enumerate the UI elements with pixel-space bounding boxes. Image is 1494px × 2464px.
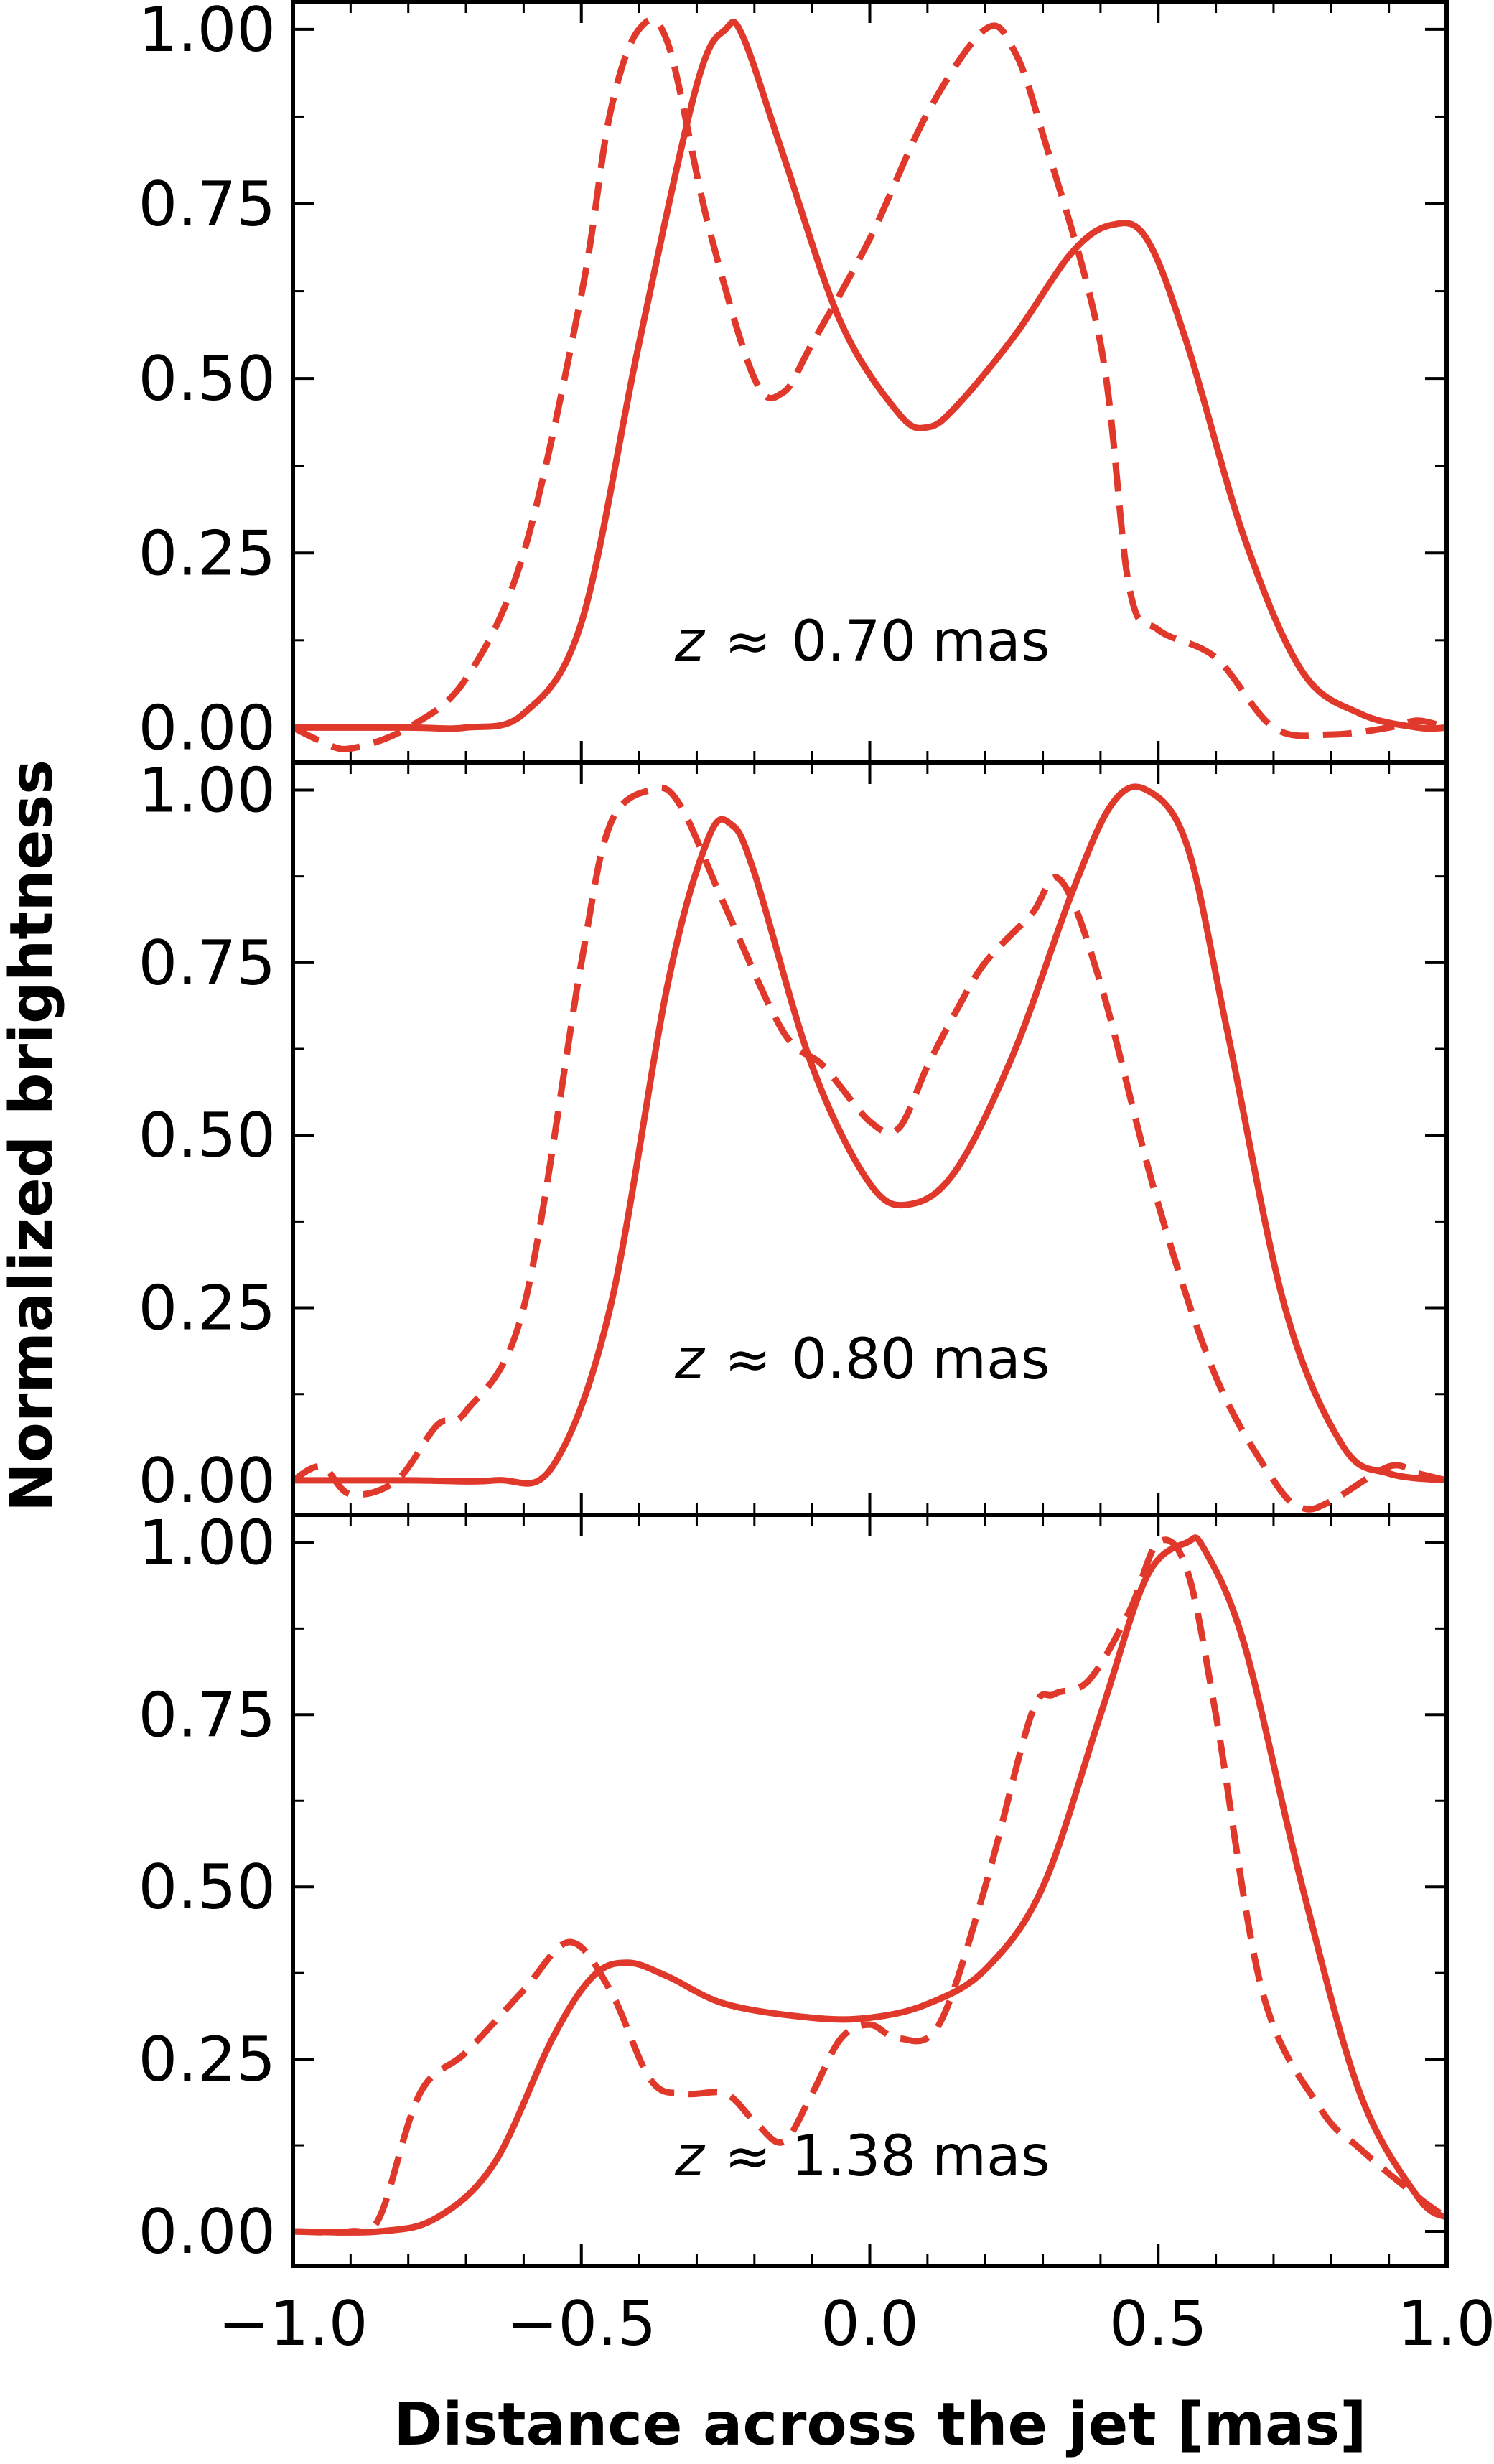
y-tick-label: 0.25	[139, 518, 276, 589]
annotation-relation: ≈	[724, 1327, 771, 1392]
y-tick-label: 0.50	[139, 343, 276, 415]
annotation-relation: ≈	[724, 610, 771, 674]
panel-3: 0.00 0.25 0.50 0.75 1.00 z ≈1.38 mas −1.0 −0.5 0.0…	[139, 1507, 1494, 2360]
annotation-relation: ≈	[724, 2124, 771, 2189]
x-tick-label: −0.5	[506, 2288, 656, 2360]
panel-frame	[291, 760, 1449, 1517]
y-tick-label: 0.25	[139, 2024, 276, 2096]
x-axis-title: Distance across the jet [mas]	[393, 2391, 1366, 2459]
panel-annotation: z ≈0.80 mas	[674, 1327, 1050, 1392]
y-tick-label: 0.75	[139, 1679, 276, 1751]
y-tick-label: 0.00	[139, 2196, 276, 2268]
series-dashed-line	[292, 1536, 1449, 2236]
annotation-value: 0.80	[791, 1327, 916, 1392]
y-tick-label: 0.50	[139, 1852, 276, 1923]
annotation-variable: z	[674, 610, 706, 674]
x-tick-label: 0.0	[821, 2288, 919, 2360]
y-tick-label: 0.50	[139, 1100, 276, 1172]
panel-annotation: z ≈1.38 mas	[674, 2124, 1050, 2189]
y-tick-label: 0.75	[139, 928, 276, 999]
annotation-unit: mas	[932, 2124, 1050, 2189]
y-tick-label: 1.00	[139, 0, 276, 66]
panels: 0.000.250.500.751.00z ≈0.70 mas0.000.250.5…	[139, 0, 1494, 2360]
y-tick-label: 0.75	[139, 169, 276, 241]
panel-1: 0.00 0.25 0.50 0.75 1.00 z ≈0.70 mas	[139, 0, 1449, 765]
series-dashed-line	[291, 784, 1448, 1513]
panel-2: 0.00 0.25 0.50 0.75 1.00 z ≈0.80 mas	[139, 755, 1449, 1517]
annotation-variable: z	[674, 1327, 706, 1392]
y-tick-label: 0.00	[139, 1445, 276, 1517]
y-tick-label: 0.25	[139, 1273, 276, 1345]
annotation-value: 1.38	[791, 2124, 916, 2189]
x-tick-label: −1.0	[218, 2288, 368, 2360]
annotation-value: 0.70	[791, 610, 916, 674]
panel-frame	[291, 1513, 1449, 2268]
series-solid-line	[293, 783, 1447, 1487]
panel-annotation: z ≈0.70 mas	[674, 610, 1050, 674]
annotation-variable: z	[674, 2124, 706, 2189]
annotation-unit: mas	[932, 1327, 1050, 1392]
series-dashed-line	[291, 17, 1448, 752]
y-axis-title: Normalized brightness	[0, 760, 66, 1512]
y-tick-label: 1.00	[139, 755, 276, 826]
series-solid-line	[292, 19, 1447, 732]
x-tick-label: 1.0	[1398, 2288, 1494, 2360]
series-solid-line	[292, 1534, 1449, 2236]
y-tick-label: 1.00	[139, 1507, 276, 1579]
y-tick-label: 0.00	[139, 692, 276, 764]
x-tick-label: 0.5	[1109, 2288, 1208, 2360]
annotation-unit: mas	[932, 610, 1050, 674]
